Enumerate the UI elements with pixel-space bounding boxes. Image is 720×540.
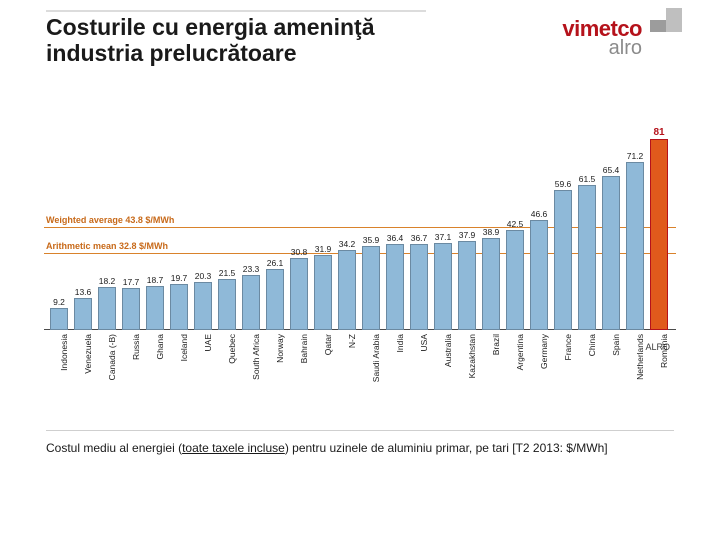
bar-value-label: 9.2 <box>53 297 65 309</box>
bar: 36.4 <box>386 244 404 330</box>
chart: Weighted average 43.8 $/MWh Arithmetic me… <box>46 130 674 420</box>
bar-value-label: 26.1 <box>267 258 284 270</box>
bar-value-label: 36.4 <box>387 233 404 245</box>
bar: 31.9 <box>314 255 332 330</box>
bar: 38.9 <box>482 238 500 330</box>
bar-value-label: 21.5 <box>219 268 236 280</box>
category-label: France <box>563 334 573 414</box>
category-label: Venezuela <box>83 334 93 414</box>
bar-value-label: 30.8 <box>291 247 308 259</box>
bar: 26.1 <box>266 269 284 330</box>
bar-highlight: 81 <box>650 139 668 330</box>
category-label: Romania <box>659 334 669 414</box>
bar: 19.7 <box>170 284 188 330</box>
bar: 34.2 <box>338 250 356 330</box>
category-label: N-Z <box>347 334 357 414</box>
category-label: Spain <box>611 334 621 414</box>
bar-value-label: 13.6 <box>75 287 92 299</box>
bar: 30.8 <box>290 258 308 330</box>
bar: 59.6 <box>554 190 572 330</box>
bar-value-label: 36.7 <box>411 233 428 245</box>
bar-value-label: 18.2 <box>99 276 116 288</box>
bar-value-label: 59.6 <box>555 179 572 191</box>
category-label: Quebec <box>227 334 237 414</box>
category-label: Argentina <box>515 334 525 414</box>
chart-plot: Weighted average 43.8 $/MWh Arithmetic me… <box>46 130 674 330</box>
category-label: Brazil <box>491 334 501 414</box>
bar: 37.9 <box>458 241 476 330</box>
bar-value-label: 17.7 <box>123 277 140 289</box>
bar: 18.7 <box>146 286 164 330</box>
bar-value-label: 19.7 <box>171 273 188 285</box>
bar: 42.5 <box>506 230 524 330</box>
bar: 20.3 <box>194 282 212 330</box>
bar-value-label: 34.2 <box>339 239 356 251</box>
bar-value-label: 37.9 <box>459 230 476 242</box>
reference-line-label: Arithmetic mean 32.8 $/MWh <box>46 241 168 251</box>
bar-value-label: 46.6 <box>531 209 548 221</box>
bar-value-label: 31.9 <box>315 244 332 256</box>
category-label: India <box>395 334 405 414</box>
category-label: Ghana <box>155 334 165 414</box>
category-label: Russia <box>131 334 141 414</box>
bar: 65.4 <box>602 176 620 330</box>
category-label: Saudi Arabia <box>371 334 381 414</box>
bar: 23.3 <box>242 275 260 330</box>
bar: 17.7 <box>122 288 140 330</box>
logo-alro: alro <box>562 38 642 58</box>
reference-line-label: Weighted average 43.8 $/MWh <box>46 215 174 225</box>
category-label: Kazakhstan <box>467 334 477 414</box>
bar: 46.6 <box>530 220 548 330</box>
logo: vimetco alro <box>562 18 680 58</box>
slide-title: Costurile cu energia ameninţă industria … <box>46 14 466 67</box>
bar: 9.2 <box>50 308 68 330</box>
category-label: Qatar <box>323 334 333 414</box>
slide: Costurile cu energia ameninţă industria … <box>0 0 720 540</box>
bar: 13.6 <box>74 298 92 330</box>
bar: 18.2 <box>98 287 116 330</box>
bar: 71.2 <box>626 162 644 330</box>
category-label: South Africa <box>251 334 261 414</box>
category-label: Indonesia <box>59 334 69 414</box>
category-label: Norway <box>275 334 285 414</box>
title-underline <box>46 10 426 12</box>
chart-caption: Costul mediu al energiei (toate taxele i… <box>46 430 674 455</box>
bar: 37.1 <box>434 243 452 330</box>
bar: 36.7 <box>410 244 428 330</box>
category-label: China <box>587 334 597 414</box>
category-label: UAE <box>203 334 213 414</box>
bar-value-label: 42.5 <box>507 219 524 231</box>
bar-value-label: 81 <box>653 127 664 140</box>
bar: 21.5 <box>218 279 236 330</box>
bar-value-label: 35.9 <box>363 235 380 247</box>
bar-value-label: 20.3 <box>195 271 212 283</box>
category-label: Netherlands <box>635 334 645 414</box>
bar: 35.9 <box>362 246 380 330</box>
category-label: Australia <box>443 334 453 414</box>
bar: 61.5 <box>578 185 596 330</box>
bar-value-label: 71.2 <box>627 151 644 163</box>
bar-value-label: 65.4 <box>603 165 620 177</box>
category-label: Canada (-B) <box>107 334 117 414</box>
bar-value-label: 38.9 <box>483 227 500 239</box>
category-label: Germany <box>539 334 549 414</box>
category-label: Iceland <box>179 334 189 414</box>
category-label: USA <box>419 334 429 414</box>
bar-value-label: 61.5 <box>579 174 596 186</box>
bar-value-label: 37.1 <box>435 232 452 244</box>
category-label: Bahrain <box>299 334 309 414</box>
bar-value-label: 23.3 <box>243 264 260 276</box>
bar-value-label: 18.7 <box>147 275 164 287</box>
